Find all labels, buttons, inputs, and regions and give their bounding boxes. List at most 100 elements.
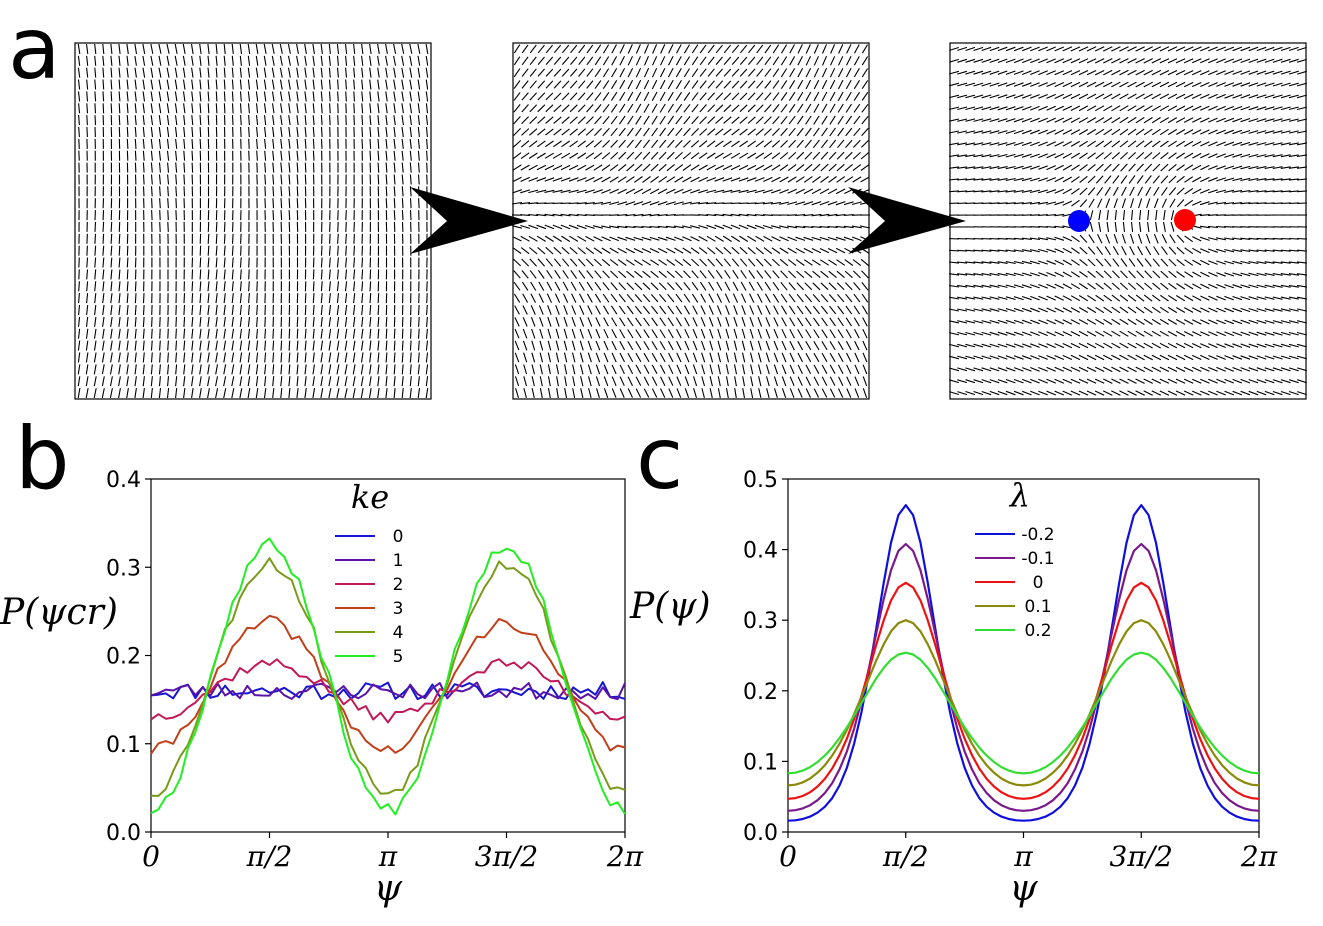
director-segment xyxy=(336,304,340,316)
director-segment xyxy=(166,150,170,161)
director-segment xyxy=(110,55,113,66)
director-segment xyxy=(553,128,562,136)
director-segment xyxy=(643,127,650,137)
director-segment xyxy=(1070,271,1080,278)
chart-c-xtick-label: 3π/2 xyxy=(1110,840,1173,873)
director-segment xyxy=(569,116,578,124)
director-segment xyxy=(1167,105,1178,112)
director-segment xyxy=(1111,128,1121,136)
director-segment xyxy=(409,328,412,339)
director-segment xyxy=(1232,307,1243,313)
director-segment xyxy=(353,245,356,256)
director-segment xyxy=(1129,246,1135,256)
director-segment xyxy=(997,249,1008,252)
director-segment xyxy=(732,281,739,291)
director-segment xyxy=(771,258,780,267)
director-segment xyxy=(1103,294,1113,302)
director-segment xyxy=(765,328,771,339)
director-segment xyxy=(569,140,579,148)
director-segment xyxy=(385,328,388,339)
director-segment xyxy=(650,270,659,279)
director-segment xyxy=(708,305,714,315)
director-segment xyxy=(570,56,578,65)
director-segment xyxy=(512,189,522,194)
director-segment xyxy=(296,186,299,197)
director-segment xyxy=(601,152,611,160)
director-segment xyxy=(594,281,602,291)
director-segment xyxy=(1159,81,1170,88)
director-segment xyxy=(717,328,722,339)
director-segment xyxy=(675,317,682,327)
director-segment xyxy=(544,224,555,230)
director-segment xyxy=(781,328,787,339)
director-segment xyxy=(255,376,259,387)
director-segment xyxy=(1183,331,1194,337)
director-segment xyxy=(1240,307,1251,313)
director-segment xyxy=(126,316,129,327)
director-segment xyxy=(279,67,283,78)
director-segment xyxy=(296,198,299,209)
director-segment xyxy=(1192,236,1202,242)
director-segment xyxy=(1054,390,1065,396)
director-segment xyxy=(609,236,619,242)
director-segment xyxy=(1121,246,1127,256)
director-segment xyxy=(845,139,853,148)
director-segment xyxy=(247,67,251,78)
director-segment xyxy=(563,352,568,363)
director-segment xyxy=(336,281,340,292)
director-segment xyxy=(764,116,772,125)
director-segment xyxy=(1111,81,1121,88)
director-segment xyxy=(417,138,420,149)
director-segment xyxy=(553,246,562,255)
director-segment xyxy=(537,44,545,54)
director-segment xyxy=(166,388,170,399)
director-segment xyxy=(1143,354,1153,361)
director-segment xyxy=(320,316,323,327)
director-segment xyxy=(126,126,129,138)
director-segment xyxy=(699,128,708,136)
director-segment xyxy=(320,293,323,304)
director-segment xyxy=(94,43,97,54)
director-segment xyxy=(393,91,396,102)
director-segment xyxy=(981,320,992,324)
director-segment xyxy=(563,328,568,339)
director-segment xyxy=(280,162,283,173)
director-segment xyxy=(385,43,388,54)
director-segment xyxy=(1208,343,1218,349)
director-segment xyxy=(828,151,837,160)
director-segment xyxy=(1062,307,1073,313)
director-segment xyxy=(1191,366,1202,372)
director-segment xyxy=(643,352,650,363)
director-segment xyxy=(1038,177,1048,182)
director-segment xyxy=(126,304,129,316)
director-segment xyxy=(789,80,796,90)
director-segment xyxy=(256,328,259,339)
director-segment xyxy=(577,104,586,113)
director-segment xyxy=(837,305,845,315)
director-segment xyxy=(781,376,787,387)
director-segment xyxy=(118,293,121,304)
director-segment xyxy=(191,79,194,90)
director-segment xyxy=(665,236,676,241)
director-segment xyxy=(683,282,691,291)
director-segment xyxy=(159,221,161,232)
director-segment xyxy=(1192,259,1202,266)
director-segment xyxy=(1005,118,1016,123)
director-segment xyxy=(1168,258,1177,267)
director-segment xyxy=(215,376,219,387)
director-segment xyxy=(779,164,789,171)
director-segment xyxy=(642,305,651,315)
director-segment xyxy=(1030,378,1040,384)
director-segment xyxy=(296,67,299,78)
director-segment xyxy=(86,91,89,102)
director-segment xyxy=(1151,81,1162,88)
director-segment xyxy=(595,364,601,375)
director-segment xyxy=(701,364,706,375)
director-segment xyxy=(1256,106,1267,111)
director-segment xyxy=(520,176,530,183)
director-segment xyxy=(118,115,121,126)
director-segment xyxy=(1145,186,1152,196)
director-segment xyxy=(1086,46,1097,52)
director-segment xyxy=(787,225,798,229)
director-segment xyxy=(1030,82,1040,87)
